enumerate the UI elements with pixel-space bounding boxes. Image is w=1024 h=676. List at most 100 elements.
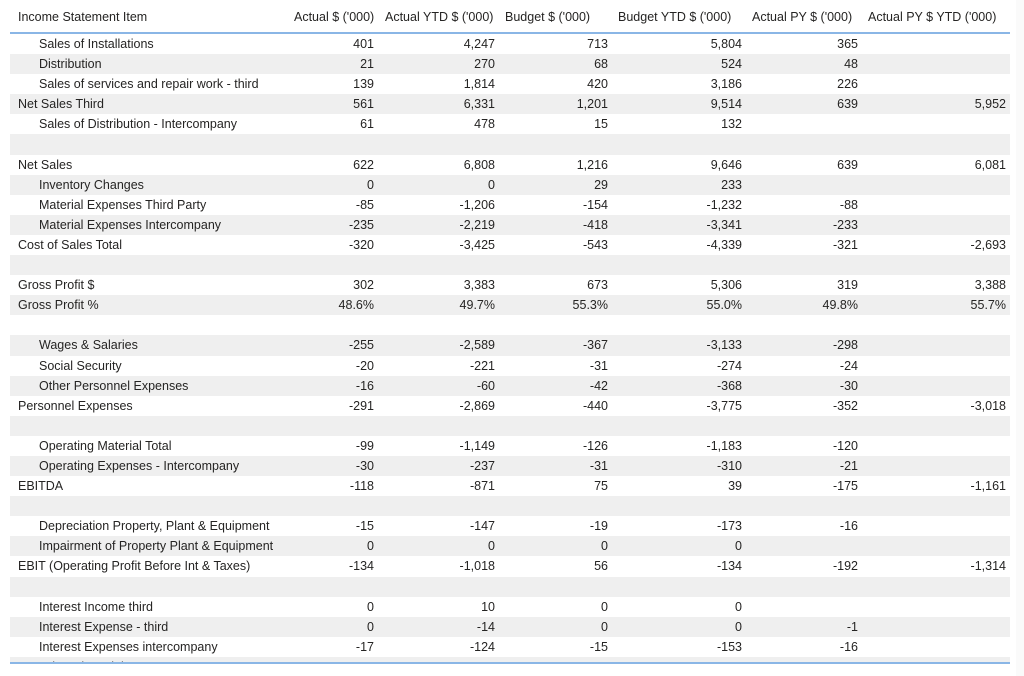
cell-value: -85: [355, 197, 374, 212]
vertical-scrollbar[interactable]: [1016, 0, 1024, 676]
cell-value: -1,232: [706, 197, 742, 212]
row-label: Other Personnel Expenses: [39, 378, 189, 393]
table-row[interactable]: Depreciation Property, Plant & Equipment…: [10, 516, 1010, 536]
cell-value: 365: [837, 37, 858, 51]
cell-value: 21: [360, 57, 374, 72]
table-row[interactable]: Interest Expense - third 0 -14 0 0 -1: [10, 616, 1010, 637]
cell-value: 61: [360, 117, 374, 132]
table-row[interactable]: [10, 134, 1010, 155]
cell-value: 39: [728, 479, 742, 494]
cell-value: 0: [735, 539, 742, 554]
table-row[interactable]: [10, 315, 1010, 335]
cell-value: 226: [837, 77, 858, 92]
column-header-actual[interactable]: Actual $ ('000): [294, 10, 375, 24]
table-row[interactable]: [10, 255, 1010, 276]
cell-value: -291: [348, 398, 374, 413]
cell-value: 6,081: [974, 157, 1006, 172]
cell-value: 0: [367, 660, 374, 662]
row-label: Material Expenses Third Party: [39, 197, 207, 212]
table-row[interactable]: Material Expenses Third Party -85 -1,206 -1…: [10, 195, 1010, 215]
cell-value: -20: [355, 358, 374, 373]
cell-value: 68: [594, 57, 608, 72]
cell-value: -3,775: [706, 398, 742, 413]
table-body: Sales of Installations 401 4,247 713 5,804 36…: [10, 34, 1010, 662]
cell-value: 55.7%: [970, 298, 1006, 313]
cell-value: 48.6%: [338, 298, 374, 313]
cell-value: 478: [474, 117, 495, 132]
cell-value: 139: [353, 77, 374, 92]
cell-value: 3,186: [710, 77, 742, 92]
table-row[interactable]: Sales of Installations 401 4,247 713 5,804 36…: [10, 34, 1010, 54]
cell-value: 302: [353, 278, 374, 293]
table-row[interactable]: Cost of Sales Total -320 -3,425 -543 -4,339 -…: [10, 235, 1010, 255]
cell-value: -154: [582, 197, 608, 212]
cell-value: -17: [355, 639, 374, 654]
cell-value: -274: [716, 358, 742, 373]
table-row[interactable]: Social Security -20 -221 -31 -274 -24: [10, 356, 1010, 376]
cell-value: -192: [832, 559, 858, 574]
table-row[interactable]: Other Financial Expenses 0 -15 0 -4 -3: [10, 656, 1010, 662]
column-header-budget[interactable]: Budget $ ('000): [505, 10, 591, 24]
table-row[interactable]: Material Expenses Intercompany -235 -2,219…: [10, 214, 1010, 235]
table-row[interactable]: Net Sales Third 561 6,331 1,201 9,514 639 5,95…: [10, 94, 1010, 115]
table-row[interactable]: Inventory Changes 0 0 29 233: [10, 174, 1010, 195]
table-row[interactable]: Net Sales 622 6,808 1,216 9,646 639 6,081: [10, 155, 1010, 175]
cell-value: -1,018: [459, 559, 495, 574]
cell-value: 233: [721, 177, 742, 192]
cell-value: -367: [582, 338, 608, 353]
cell-value: 75: [594, 479, 608, 494]
cell-value: -440: [582, 398, 608, 413]
table-row[interactable]: Other Personnel Expenses -16 -60 -42 -368 -30: [10, 375, 1010, 396]
cell-value: 713: [587, 37, 608, 51]
cell-value: 15: [594, 117, 608, 132]
cell-value: 9,646: [710, 157, 742, 172]
cell-value: -233: [832, 217, 858, 232]
table-row[interactable]: Sales of services and repair work - thir…: [10, 74, 1010, 94]
cell-value: -30: [355, 458, 374, 473]
cell-value: -2,693: [970, 237, 1006, 252]
cell-value: 5,952: [974, 97, 1006, 112]
cell-value: -153: [716, 639, 742, 654]
cell-value: -118: [349, 479, 374, 494]
cell-value: 0: [601, 619, 608, 634]
cell-value: 132: [721, 117, 742, 132]
table-row[interactable]: Wages & Salaries -255 -2,589 -367 -3,133 -298: [10, 335, 1010, 356]
cell-value: -19: [589, 519, 608, 534]
table-row[interactable]: Interest Income third 0 10 0 0: [10, 597, 1010, 617]
table-row[interactable]: Impairment of Property Plant & Equipment…: [10, 536, 1010, 557]
column-header-item[interactable]: Income Statement Item: [18, 10, 148, 24]
table-row[interactable]: [10, 415, 1010, 436]
table-row[interactable]: [10, 576, 1010, 597]
column-header-actual-ytd[interactable]: Actual YTD $ ('000): [385, 10, 494, 24]
table-row[interactable]: EBIT (Operating Profit Before Int & Taxe…: [10, 556, 1010, 576]
cell-value: -543: [582, 237, 608, 252]
column-header-budget-ytd[interactable]: Budget YTD $ ('000): [618, 10, 732, 24]
table-row[interactable]: Interest Expenses intercompany -17 -124 -15…: [10, 637, 1010, 657]
row-label: Interest Income third: [39, 599, 153, 614]
cell-value: -15: [355, 519, 374, 534]
table-row[interactable]: Gross Profit $ 302 3,383 673 5,306 319 3,388: [10, 275, 1010, 295]
cell-value: -88: [839, 197, 858, 212]
table-row[interactable]: Sales of Distribution - Intercompany 61 47…: [10, 114, 1010, 134]
column-header-actual-py-ytd[interactable]: Actual PY $ YTD ('000): [868, 10, 997, 24]
table-row[interactable]: Gross Profit % 48.6% 49.7% 55.3% 55.0% 49.8% 5…: [10, 295, 1010, 316]
cell-value: 0: [601, 660, 608, 662]
row-label: Sales of Distribution - Intercompany: [39, 117, 238, 132]
cell-value: -310: [716, 458, 742, 473]
table-row[interactable]: [10, 496, 1010, 517]
cell-value: 10: [481, 599, 495, 614]
cell-value: 3,388: [974, 278, 1006, 293]
cell-value: -3,018: [970, 398, 1006, 413]
table-row[interactable]: Personnel Expenses -291 -2,869 -440 -3,775 -3…: [10, 396, 1010, 416]
column-header-actual-py[interactable]: Actual PY $ ('000): [752, 10, 853, 24]
cell-value: -60: [476, 378, 495, 393]
row-label: Personnel Expenses: [18, 398, 133, 413]
table-row[interactable]: EBITDA -118 -871 75 39 -175 -1,161: [10, 476, 1010, 496]
cell-value: 0: [367, 177, 374, 192]
table-row[interactable]: Distribution 21 270 68 524 48: [10, 54, 1010, 75]
table-row[interactable]: Operating Expenses - Intercompany -30 -237…: [10, 455, 1010, 477]
table-bottom-border: [10, 662, 1010, 664]
cell-value: 55.0%: [706, 298, 742, 313]
table-row[interactable]: Operating Material Total -99 -1,149 -126 -1,…: [10, 436, 1010, 456]
